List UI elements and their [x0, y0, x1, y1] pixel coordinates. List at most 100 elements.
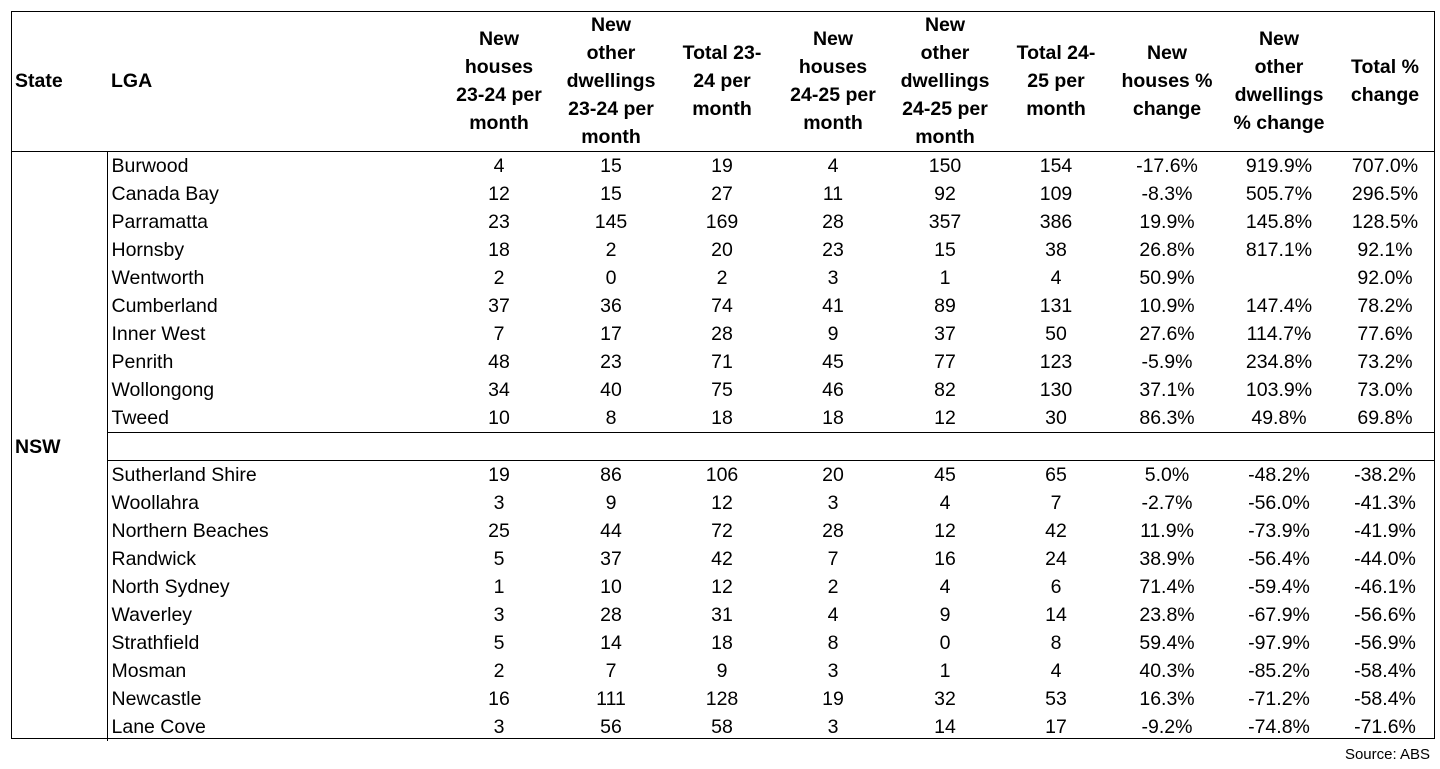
value-cell: -74.8%	[1248, 716, 1310, 738]
value-cell: -58.4%	[1354, 660, 1416, 682]
value-cell: 37	[488, 295, 510, 317]
data-table: State LGA New houses 23-24 per month New other d…	[11, 11, 1435, 741]
value-cell: -97.9%	[1248, 632, 1310, 654]
value-cell: 3	[493, 604, 505, 626]
value-cell: 4	[493, 155, 505, 177]
value-cell: 53	[1045, 688, 1067, 710]
value-cell: 14	[600, 632, 622, 654]
value-cell: 16.3%	[1139, 688, 1195, 710]
value-cell: -2.7%	[1141, 492, 1193, 514]
column-header: Total 23- 24 per month	[667, 11, 777, 152]
value-cell: 3	[827, 660, 839, 682]
value-cell: 5	[493, 548, 505, 570]
separator-cell	[1001, 432, 1111, 461]
value-cell: -73.9%	[1248, 520, 1310, 542]
value-cell: 9	[939, 604, 951, 626]
value-cell: -56.6%	[1354, 604, 1416, 626]
value-cell: 150	[928, 155, 962, 177]
value-cell: 8	[1050, 632, 1062, 654]
value-cell: 7	[493, 323, 505, 345]
value-cell: 9	[827, 323, 839, 345]
value-cell: 73.2%	[1357, 351, 1413, 373]
value-cell: 23	[488, 211, 510, 233]
column-header-line: houses %	[1121, 70, 1213, 92]
value-cell: 8	[827, 632, 839, 654]
lga-cell: North Sydney	[106, 573, 443, 601]
value-cell: 37	[934, 323, 956, 345]
value-cell: 154	[1039, 155, 1073, 177]
value-cell: 114.7%	[1246, 323, 1312, 345]
value-cell: 18	[822, 407, 844, 429]
value-cell: 71	[711, 351, 733, 373]
value-cell: 27.6%	[1139, 323, 1195, 345]
value-cell: 48	[488, 351, 510, 373]
lga-cell: Sutherland Shire	[106, 460, 443, 489]
value-cell: 234.8%	[1245, 351, 1313, 373]
column-header-line: New	[1258, 28, 1300, 50]
table-row: Parramatta 23 145 169 28 357 386 19.9% 145.8% 128…	[11, 208, 1435, 236]
value-cell: 26.8%	[1139, 239, 1195, 261]
value-cell: -9.2%	[1141, 716, 1193, 738]
table-row: Inner West 7 17 28 9 37 50 27.6% 114.7% 77.6%	[11, 320, 1435, 348]
column-header: LGA	[107, 11, 443, 152]
column-header-line: New	[924, 14, 966, 36]
value-cell: 56	[600, 716, 622, 738]
separator-cell	[443, 432, 555, 461]
value-cell: 15	[600, 183, 622, 205]
value-cell: 919.9%	[1245, 155, 1313, 177]
column-header-line: New	[812, 28, 854, 50]
value-cell: 4	[827, 155, 839, 177]
value-cell: 38.9%	[1139, 548, 1195, 570]
column-header-line: month	[581, 126, 641, 148]
value-cell: 7	[605, 660, 617, 682]
value-cell: 8	[605, 407, 617, 429]
value-cell: 9	[605, 492, 617, 514]
column-header-line: State	[15, 70, 63, 92]
table-row: Penrith 48 23 71 45 77 123 -5.9% 234.8% 73.2%	[11, 348, 1435, 376]
value-cell: -71.2%	[1248, 688, 1310, 710]
column-header-line: Total 23-	[682, 42, 762, 64]
column-header-line: LGA	[111, 70, 153, 92]
value-cell: 0	[605, 267, 617, 289]
lga-cell: Wentworth	[106, 264, 443, 292]
value-cell: -67.9%	[1248, 604, 1310, 626]
value-cell: 1	[939, 660, 951, 682]
value-cell: 49.8%	[1251, 407, 1307, 429]
column-header: New other dwellings 24-25 per month	[889, 11, 1001, 152]
value-cell: 92	[934, 183, 956, 205]
value-cell: -58.4%	[1354, 688, 1416, 710]
value-cell: 37.1%	[1139, 379, 1195, 401]
column-header-line: other	[1254, 56, 1304, 78]
value-cell: -41.3%	[1354, 492, 1416, 514]
value-cell: 59.4%	[1139, 632, 1195, 654]
value-cell: 6	[1050, 576, 1062, 598]
value-cell: 9	[716, 660, 728, 682]
column-header: New other dwellings % change	[1223, 11, 1335, 152]
value-cell: 32	[934, 688, 956, 710]
source-note: Source: ABS	[1344, 746, 1430, 763]
value-cell: 42	[711, 548, 733, 570]
column-header-line: other	[920, 42, 970, 64]
value-cell: -17.6%	[1136, 155, 1198, 177]
lga-cell: Penrith	[106, 348, 443, 376]
table-row: Wollongong 34 40 75 46 82 130 37.1% 103.9% 73.0%	[11, 376, 1435, 404]
value-cell: 145.8%	[1245, 211, 1313, 233]
value-cell: 12	[711, 576, 733, 598]
column-header-line: dwellings	[566, 70, 656, 92]
value-cell: 15	[934, 239, 956, 261]
value-cell: 2	[493, 267, 505, 289]
column-header-line: other	[586, 42, 636, 64]
table-row: Sutherland Shire 19 86 106 20 45 65 5.0% -48.2% -…	[11, 460, 1435, 489]
column-header-line: houses	[464, 56, 534, 78]
value-cell: 36	[600, 295, 622, 317]
value-cell: 505.7%	[1245, 183, 1313, 205]
value-cell: 3	[493, 716, 505, 738]
value-cell: 19	[822, 688, 844, 710]
value-cell: -44.0%	[1354, 548, 1416, 570]
lga-cell: Randwick	[106, 545, 443, 573]
separator-cell	[1223, 432, 1335, 461]
lga-cell: Burwood	[106, 151, 443, 180]
column-header-line: 24-25 per	[902, 98, 988, 120]
value-cell: 0	[939, 632, 951, 654]
column-header-line: 23-24 per	[568, 98, 654, 120]
